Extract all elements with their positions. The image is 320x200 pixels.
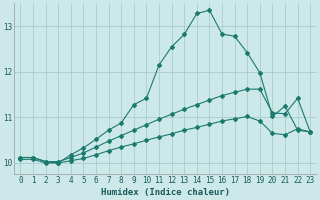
X-axis label: Humidex (Indice chaleur): Humidex (Indice chaleur) [101,188,230,197]
